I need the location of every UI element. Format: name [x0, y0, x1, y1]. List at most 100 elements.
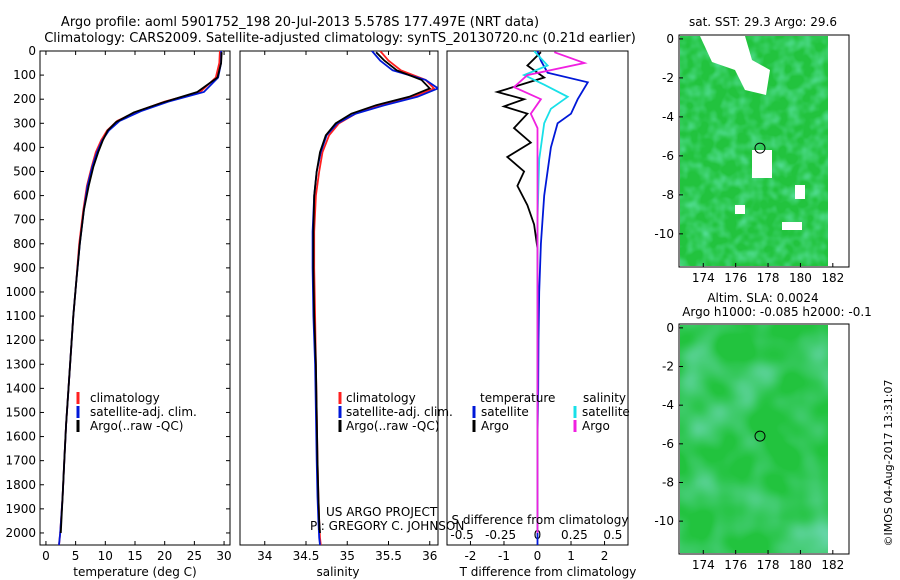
x-tick-label: 30 — [216, 549, 231, 563]
lat-tick-label: -6 — [662, 149, 674, 163]
depth-tick-label: 1600 — [5, 430, 36, 444]
x-tick-label: 36 — [422, 549, 437, 563]
lon-tick-label: 178 — [757, 558, 780, 572]
depth-tick-label: 700 — [13, 213, 36, 227]
sla-map-subtitle: Argo h1000: -0.085 h2000: -0.1 — [682, 305, 872, 319]
legend-label-argo: Argo(..raw -QC) — [346, 419, 439, 433]
series-line-argo-raw-qc- — [312, 51, 432, 534]
lat-tick-label: -2 — [662, 71, 674, 85]
argo-position-marker — [754, 142, 766, 154]
difference-series — [494, 51, 590, 545]
legend-label-sal-satellite: satellite — [582, 405, 630, 419]
x-tick-label: 34 — [257, 549, 272, 563]
argo-position-marker — [754, 430, 766, 442]
x-tick-label: 35.5 — [375, 549, 402, 563]
legend-label-sal-argo: Argo — [582, 419, 610, 433]
depth-tick-label: 800 — [13, 237, 36, 251]
lat-tick-label: -6 — [662, 437, 674, 451]
legend-label-satellite: satellite-adj. clim. — [346, 405, 453, 419]
lon-tick-label: 176 — [724, 558, 747, 572]
s-diff-tick-label: 0.25 — [561, 528, 588, 542]
lon-tick-label: 174 — [692, 271, 715, 285]
depth-tick-label: 1700 — [5, 454, 36, 468]
sst-map-title: sat. SST: 29.3 Argo: 29.6 — [689, 15, 837, 29]
x-tick-label: 5 — [72, 549, 80, 563]
depth-tick-label: 1800 — [5, 478, 36, 492]
salinity-series — [311, 51, 438, 545]
depth-tick-label: 200 — [13, 92, 36, 106]
temperature-axis-ticks: 0 5 10 15 20 25 30 — [42, 51, 232, 563]
x-tick-label: 0 — [534, 549, 542, 563]
depth-tick-label: 900 — [13, 261, 36, 275]
series-line-argo-raw-qc- — [59, 52, 223, 534]
depth-tick-label: 600 — [13, 189, 36, 203]
x-tick-label: 20 — [157, 549, 172, 563]
lat-tick-label: -10 — [654, 514, 674, 528]
lat-tick-label: 0 — [666, 321, 674, 335]
lat-tick-label: -4 — [662, 110, 674, 124]
sst-lon-ticks: 174 176 178 180 182 — [692, 263, 844, 285]
legend-label-satellite: satellite-adj. clim. — [90, 405, 197, 419]
lon-tick-label: 180 — [789, 271, 812, 285]
lat-tick-label: 0 — [666, 32, 674, 46]
series-line-climatology — [313, 51, 436, 545]
sst-map: sat. SST: 29.3 Argo: 29.6 174 176 178 180 18… — [654, 15, 850, 285]
temperature-plot-frame — [39, 50, 231, 546]
legend-label-argo: Argo(..raw -QC) — [90, 419, 183, 433]
series-line-salinity-satellite — [521, 51, 570, 533]
lon-tick-label: 182 — [821, 271, 844, 285]
salinity-panel: 34 34.5 35 35.5 36 salinity climatology sate… — [239, 50, 464, 579]
legend-label-climatology: climatology — [346, 391, 416, 405]
x-tick-label: 10 — [98, 549, 113, 563]
depth-tick-label: 1200 — [5, 333, 36, 347]
title-line-2: Climatology: CARS2009. Satellite-adjuste… — [44, 31, 636, 46]
s-diff-tick-label: -0.25 — [485, 528, 516, 542]
x-tick-label: -1 — [498, 549, 510, 563]
salinity-legend: climatology satellite-adj. clim. Argo(..… — [338, 391, 453, 433]
pi-credit: PI: GREGORY C. JOHNSON — [310, 519, 464, 533]
series-line-salinity-argo — [512, 51, 588, 533]
x-tick-label: 15 — [127, 549, 142, 563]
lon-tick-label: 178 — [757, 271, 780, 285]
sla-map: Altim. SLA: 0.0024 Argo h1000: -0.085 h2… — [654, 291, 871, 572]
legend-title-temperature: temperature — [480, 391, 555, 405]
sla-lat-ticks: 0 -2 -4 -6 -8 -10 — [654, 321, 683, 528]
lat-tick-label: -2 — [662, 360, 674, 374]
depth-tick-label: 1900 — [5, 502, 36, 516]
legend-label-temp-satellite: satellite — [481, 405, 529, 419]
sla-map-title: Altim. SLA: 0.0024 — [707, 291, 818, 305]
lat-tick-label: -10 — [654, 227, 674, 241]
lon-tick-label: 176 — [724, 271, 747, 285]
difference-panel: -2 -1 0 1 2 -0.5 -0.25 0 0.25 0.5 S difference f… — [446, 50, 636, 579]
difference-legend: temperature salinity satellite Argo sate… — [472, 391, 630, 433]
series-line-temperature-satellite — [536, 51, 590, 545]
project-credit: US ARGO PROJECT — [326, 505, 438, 519]
salinity-xlabel: salinity — [316, 565, 359, 579]
sla-field-texture — [680, 325, 828, 553]
depth-tick-label: 100 — [13, 68, 36, 82]
lat-tick-label: -8 — [662, 475, 674, 489]
depth-tick-label: 1000 — [5, 285, 36, 299]
depth-tick-label: 400 — [13, 140, 36, 154]
x-tick-label: 34.5 — [293, 549, 320, 563]
s-diff-axis-ticks: -0.5 -0.25 0 0.25 0.5 — [450, 528, 622, 542]
s-diff-tick-label: 0.5 — [603, 528, 622, 542]
depth-tick-label: 1100 — [5, 309, 36, 323]
sla-lon-ticks: 174 176 178 180 182 — [692, 550, 844, 572]
x-tick-label: 1 — [567, 549, 575, 563]
series-line-satellite-adj-clim- — [58, 51, 223, 545]
legend-title-salinity: salinity — [583, 391, 626, 405]
salinity-plot-frame — [239, 50, 439, 546]
temperature-legend: climatology satellite-adj. clim. Argo(..… — [76, 391, 197, 433]
lon-tick-label: 174 — [692, 558, 715, 572]
sst-lat-ticks: 0 -2 -4 -6 -8 -10 — [654, 32, 683, 241]
s-diff-label: S difference from climatology — [452, 513, 629, 527]
legend-label-temp-argo: Argo — [481, 419, 509, 433]
salinity-axis-ticks: 34 34.5 35 35.5 36 — [257, 51, 437, 563]
depth-axis-ticks: 0 100 200 300 400 500 600 700 800 900 1000 1100 1200… — [5, 44, 230, 540]
x-tick-label: 25 — [187, 549, 202, 563]
lon-tick-label: 180 — [789, 558, 812, 572]
depth-tick-label: 1500 — [5, 405, 36, 419]
sst-cloud-gaps — [700, 36, 805, 230]
